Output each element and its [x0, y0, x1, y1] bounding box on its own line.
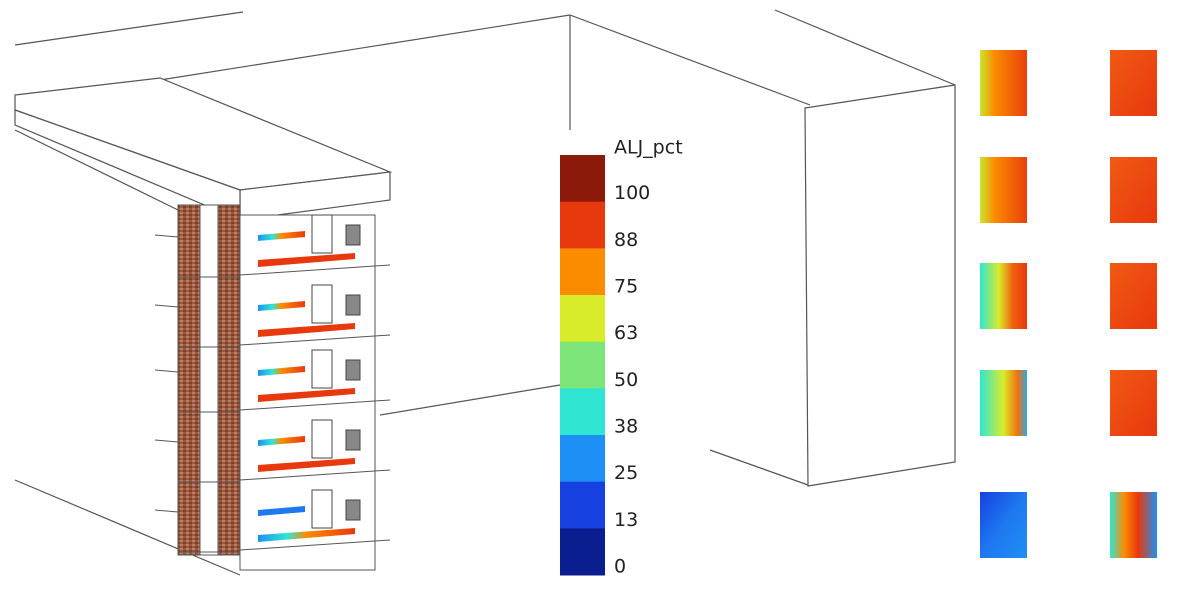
- legend-swatch: [560, 201, 605, 249]
- rect: [199, 204, 219, 556]
- shade: [345, 499, 361, 521]
- roof: [14, 77, 393, 221]
- line: [569, 14, 811, 106]
- legend-swatch: [560, 248, 605, 296]
- legend-swatch: [560, 388, 605, 436]
- legend-label: 38: [614, 416, 638, 438]
- rect: [980, 157, 1027, 223]
- building-facade: [154, 204, 391, 571]
- rect: [980, 263, 1027, 329]
- rect: [1110, 50, 1157, 116]
- legend-swatch: [560, 295, 605, 343]
- illuminance-strip: [258, 366, 305, 376]
- line: [709, 449, 809, 486]
- legend-label: 88: [614, 229, 638, 251]
- heatmaps: [980, 50, 1157, 558]
- legend-label: 25: [614, 462, 638, 484]
- window: [311, 214, 333, 254]
- floor-slab: [239, 539, 391, 551]
- legend-swatch: [560, 528, 605, 576]
- legend-label: 0: [614, 556, 626, 578]
- illuminance-strip: [258, 253, 355, 267]
- illuminance-strip: [258, 323, 355, 337]
- floor-slab: [239, 334, 391, 346]
- legend-title: ALJ_pct: [614, 137, 683, 159]
- illuminance-strip: [258, 436, 305, 446]
- legend-label: 100: [614, 182, 650, 204]
- rect: [1110, 492, 1157, 558]
- illuminance-strip: [258, 301, 305, 311]
- legend-swatch: [560, 435, 605, 483]
- rect: [1110, 263, 1157, 329]
- shade: [345, 224, 361, 246]
- balcony-rail: [154, 234, 179, 238]
- line: [774, 9, 956, 86]
- illuminance-strip: [258, 528, 355, 542]
- rect: [1110, 370, 1157, 436]
- balcony-rail: [154, 369, 179, 373]
- window: [311, 349, 333, 389]
- shade: [345, 359, 361, 381]
- rect: [980, 492, 1027, 558]
- legend-label: 75: [614, 276, 638, 298]
- legend-label: 13: [614, 509, 638, 531]
- shade: [345, 429, 361, 451]
- floor-slab: [239, 264, 391, 276]
- legend-swatch: [560, 341, 605, 389]
- site-lines: [14, 9, 956, 576]
- rect: [980, 50, 1027, 116]
- balcony-rail: [154, 304, 179, 308]
- legend-swatch: [560, 481, 605, 529]
- rect: [980, 370, 1027, 436]
- rect: [1110, 157, 1157, 223]
- illuminance-strip: [258, 506, 305, 516]
- balcony-rail: [154, 509, 179, 513]
- line: [159, 14, 571, 81]
- shade: [345, 294, 361, 316]
- legend-swatch: [560, 155, 605, 203]
- floor-slab: [239, 399, 391, 411]
- window: [311, 489, 333, 529]
- legend-label: 63: [614, 322, 638, 344]
- neighbor-block: [804, 84, 956, 487]
- balcony-rail: [154, 439, 179, 443]
- g: [154, 214, 391, 553]
- line: [379, 384, 561, 416]
- legend: ALJ_pct 100 88 75 63 50 38 25 13 0: [560, 137, 683, 578]
- line: [14, 479, 241, 576]
- window: [311, 419, 333, 459]
- floor-slab: [239, 469, 391, 481]
- line: [14, 11, 244, 46]
- illuminance-strip: [258, 388, 355, 402]
- line: [14, 129, 179, 211]
- illuminance-strip: [258, 231, 305, 241]
- legend-label: 50: [614, 369, 638, 391]
- illuminance-strip: [258, 458, 355, 472]
- window: [311, 284, 333, 324]
